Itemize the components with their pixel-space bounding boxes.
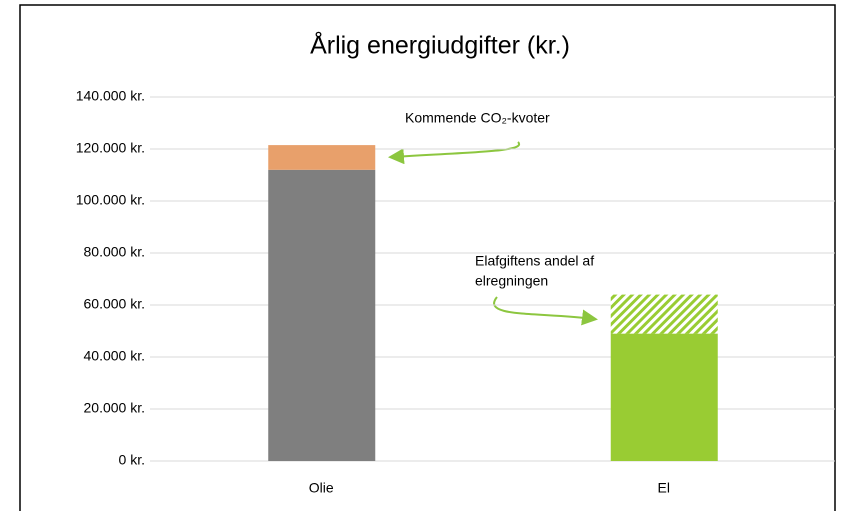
- arrow: [388, 141, 521, 165]
- arrow: [493, 296, 598, 326]
- y-tick-label: 120.000 kr.: [76, 140, 145, 156]
- chart-border: [19, 4, 836, 511]
- annotation: Elafgiftens andel af: [475, 253, 594, 269]
- y-tick-label: 0 kr.: [119, 452, 145, 468]
- y-tick-label: 20.000 kr.: [84, 400, 146, 416]
- bar-segment: [268, 145, 376, 170]
- bar-segment: [610, 333, 718, 461]
- chart-title: Årlig energiudgifter (kr.): [310, 30, 570, 60]
- annotation: elregningen: [475, 273, 548, 289]
- y-tick-label: 100.000 kr.: [76, 192, 145, 208]
- bar-segment: [268, 169, 376, 462]
- x-tick-label: Olie: [309, 480, 334, 496]
- y-tick-label: 80.000 kr.: [84, 244, 146, 260]
- x-tick-label: El: [658, 480, 670, 496]
- y-tick-label: 40.000 kr.: [84, 348, 146, 364]
- bar-segment: [610, 294, 718, 334]
- annotation: Kommende CO₂-kvoter: [405, 110, 550, 126]
- y-tick-label: 140.000 kr.: [76, 88, 145, 104]
- y-tick-label: 60.000 kr.: [84, 296, 146, 312]
